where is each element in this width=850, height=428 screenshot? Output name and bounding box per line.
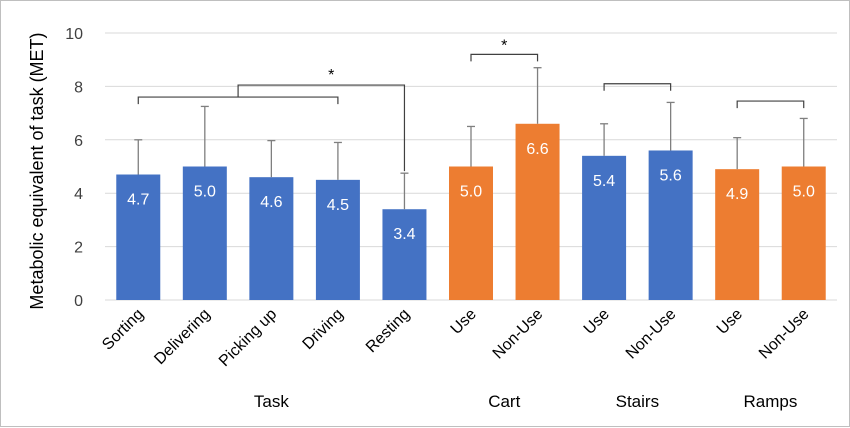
category-label: Resting (363, 306, 413, 356)
bar (449, 166, 493, 300)
bar (648, 150, 693, 300)
data-label: 5.0 (460, 184, 482, 201)
data-label: 5.6 (660, 167, 682, 184)
category-label: Non-Use (756, 306, 813, 363)
bars (116, 123, 826, 300)
y-tick-label: 4 (74, 186, 83, 203)
group-labels: Task Cart Stairs Ramps (254, 392, 798, 411)
bar (382, 209, 427, 300)
bar (315, 179, 360, 300)
y-tick-label: 10 (65, 26, 83, 43)
category-label: Use (581, 306, 613, 338)
significance-bracket (603, 83, 672, 91)
y-tick-label: 6 (74, 133, 83, 150)
category-label: Use (448, 306, 480, 338)
significance-star: * (501, 37, 507, 54)
bar (249, 177, 294, 300)
significance-bracket (137, 96, 339, 105)
bar (515, 123, 560, 300)
significance-brackets: ** (137, 37, 805, 172)
category-label: Driving (300, 306, 347, 353)
data-labels: 4.7 5.0 4.6 4.5 3.4 5.0 6.6 5.4 5.6 4.9 5.0 (127, 141, 815, 243)
group-label: Stairs (616, 392, 659, 411)
category-label: Non-Use (623, 306, 680, 363)
data-label: 5.4 (593, 173, 615, 190)
category-label: Sorting (99, 306, 147, 354)
y-tick-label: 0 (74, 293, 83, 310)
category-label: Picking up (216, 306, 280, 370)
data-label: 4.9 (726, 186, 748, 203)
data-label: 4.5 (327, 197, 349, 214)
group-label: Task (254, 392, 289, 411)
category-label: Delivering (151, 306, 213, 368)
category-labels: Sorting Delivering Picking up Driving Restin… (99, 306, 812, 370)
error-bars (134, 67, 808, 210)
group-label: Cart (488, 392, 520, 411)
significance-star: * (328, 67, 334, 84)
bar (582, 155, 627, 300)
data-label: 3.4 (393, 226, 415, 243)
bar (116, 174, 161, 300)
significance-bracket (736, 100, 805, 109)
data-label: 5.0 (793, 184, 815, 201)
y-tick-label: 2 (74, 240, 83, 257)
y-tick-labels: 0 2 4 6 8 10 (65, 26, 83, 310)
significance-bracket (470, 53, 539, 62)
bar (781, 166, 826, 300)
data-label: 5.0 (194, 184, 216, 201)
bar (182, 166, 227, 300)
y-tick-label: 8 (74, 79, 83, 96)
category-label: Non-Use (490, 306, 547, 363)
bar (715, 169, 760, 300)
y-axis-title: Metabolic equivalent of task (MET) (27, 32, 47, 309)
group-label: Ramps (744, 392, 798, 411)
data-label: 6.6 (526, 141, 548, 158)
category-label: Use (714, 306, 746, 338)
significance-bracket (237, 84, 406, 172)
data-label: 4.6 (260, 194, 282, 211)
data-label: 4.7 (127, 192, 149, 209)
